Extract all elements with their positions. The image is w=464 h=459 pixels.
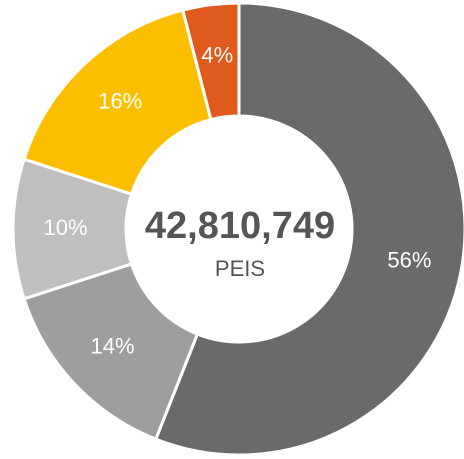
slice-label: 14%: [91, 334, 135, 359]
donut-slice: [153, 1, 464, 457]
slice-label: 10%: [43, 215, 87, 240]
slice-label: 56%: [387, 247, 431, 272]
slice-label: 4%: [201, 43, 233, 68]
center-value: 42,810,749: [145, 205, 335, 247]
donut-slice: [22, 8, 213, 196]
center-label: PEIS: [215, 256, 265, 281]
slice-label: 16%: [98, 88, 142, 113]
donut-slice: [180, 1, 241, 122]
